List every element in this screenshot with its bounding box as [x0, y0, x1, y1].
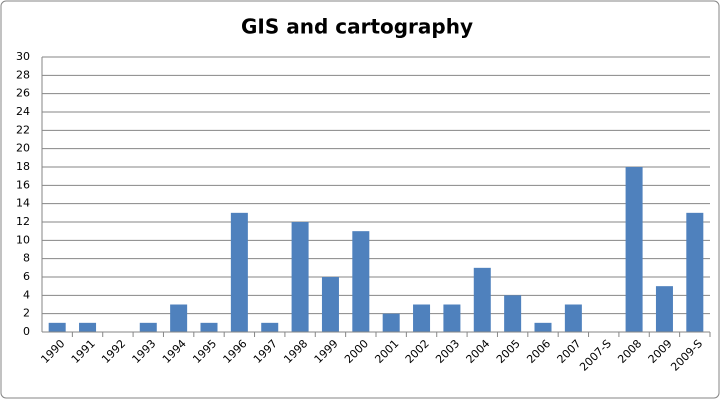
bar: [79, 322, 97, 332]
bar: [625, 167, 643, 332]
y-tick-label: 20: [16, 142, 30, 155]
y-tick-label: 12: [16, 215, 30, 228]
bar: [291, 222, 309, 332]
y-tick-label: 0: [23, 325, 30, 338]
y-tick-label: 16: [16, 178, 30, 191]
bar: [382, 313, 400, 332]
y-tick-label: 8: [23, 252, 30, 265]
bar: [473, 267, 491, 332]
y-tick-label: 4: [23, 288, 30, 301]
y-tick-label: 24: [16, 105, 30, 118]
bar: [686, 212, 704, 332]
y-tick-label: 10: [16, 233, 30, 246]
y-tick-label: 26: [16, 87, 30, 100]
bar: [443, 304, 461, 332]
bar: [413, 304, 431, 332]
bar: [321, 277, 339, 332]
bar: [230, 212, 248, 332]
bar: [261, 322, 279, 332]
bar: [504, 295, 522, 332]
y-tick-label: 6: [23, 270, 30, 283]
y-tick-label: 18: [16, 160, 30, 173]
bar: [655, 286, 673, 332]
bar: [352, 231, 370, 332]
bar: [48, 322, 66, 332]
y-tick-label: 14: [16, 197, 30, 210]
chart-title: GIS and cartography: [241, 15, 473, 39]
y-tick-label: 30: [16, 50, 30, 63]
bar: [200, 322, 218, 332]
y-tick-label: 2: [23, 307, 30, 320]
bar: [534, 322, 552, 332]
y-tick-label: 28: [16, 68, 30, 81]
bar: [170, 304, 188, 332]
bar: [139, 322, 157, 332]
y-tick-label: 22: [16, 123, 30, 136]
bar: [564, 304, 582, 332]
